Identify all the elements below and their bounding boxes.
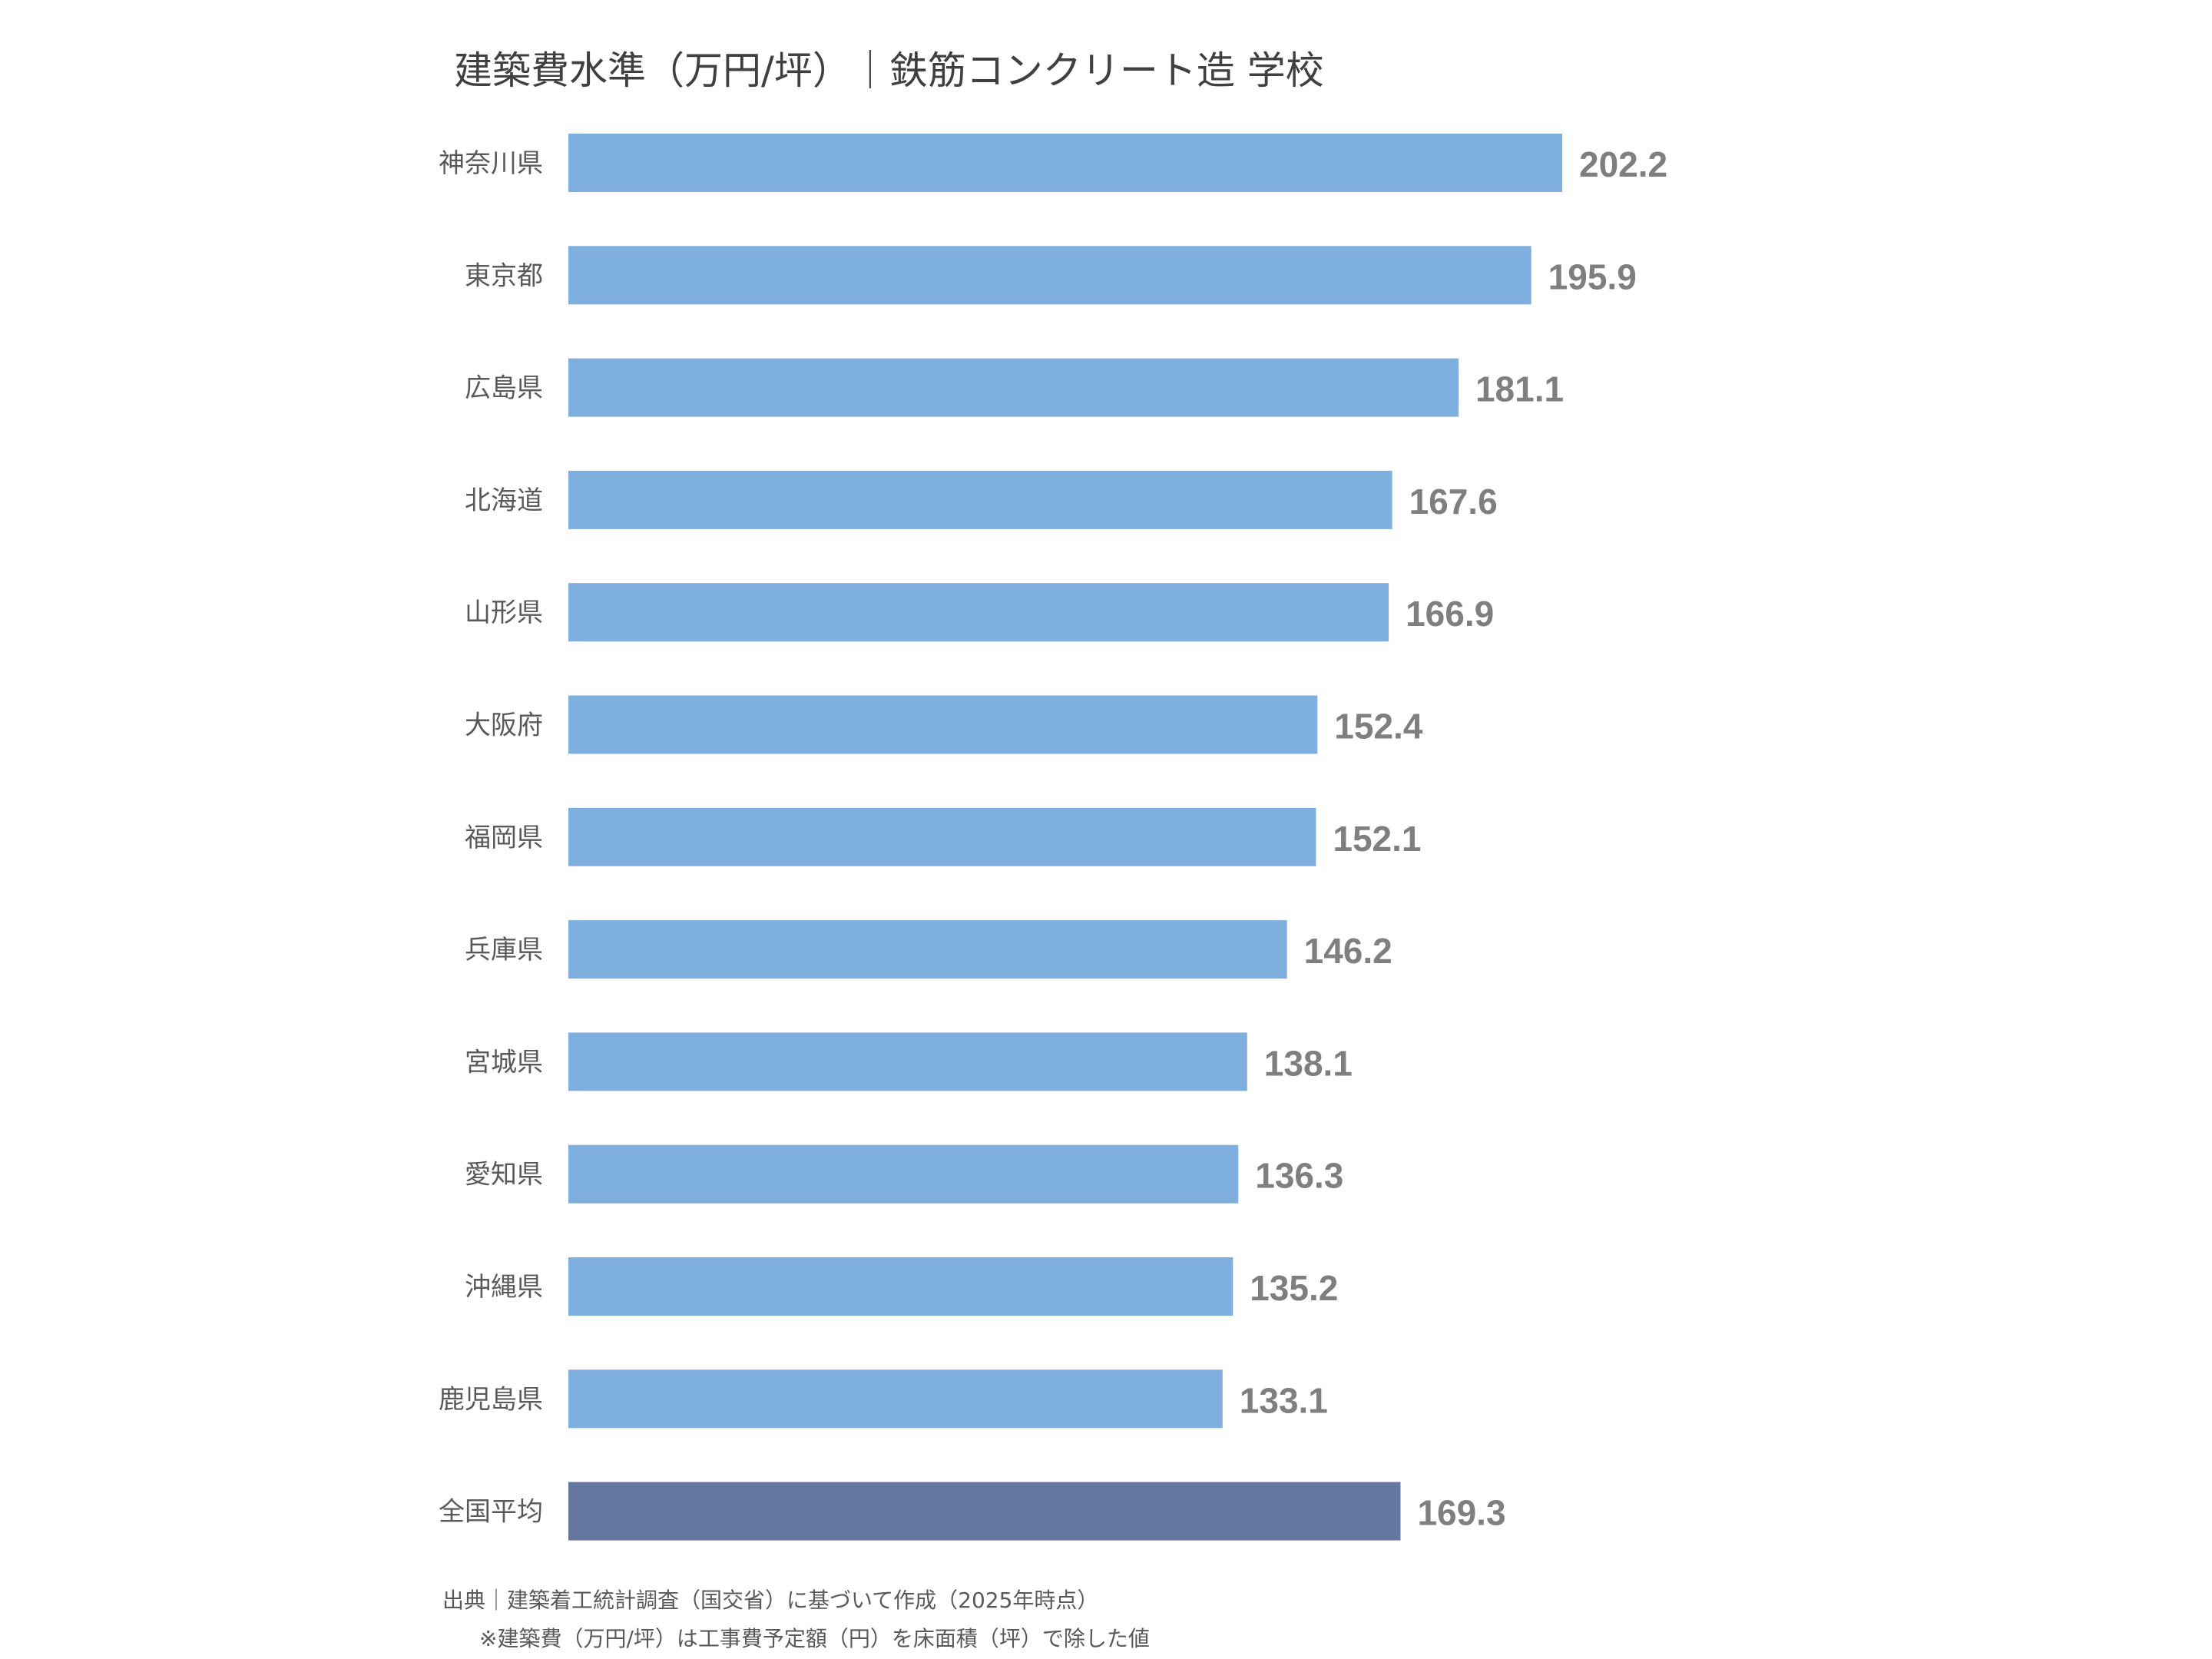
bar	[568, 134, 1562, 192]
category-label: 全国平均	[439, 1497, 543, 1528]
category-label: 広島県	[465, 373, 543, 404]
chart-title: 建築費水準（万円/坪）｜鉄筋コンクリート造 学校	[454, 48, 1324, 93]
bar	[568, 1482, 1401, 1541]
value-label: 152.1	[1333, 819, 1421, 859]
bar	[568, 695, 1318, 754]
bar	[568, 1032, 1247, 1091]
category-label: 神奈川県	[439, 148, 543, 179]
bar	[568, 920, 1287, 979]
value-label: 181.1	[1475, 369, 1564, 409]
category-label: 宮城県	[465, 1047, 543, 1078]
category-label: 山形県	[465, 598, 543, 628]
bar	[568, 1257, 1233, 1316]
category-label: 鹿児島県	[439, 1384, 543, 1415]
value-label: 195.9	[1548, 257, 1637, 296]
value-label: 152.4	[1334, 707, 1423, 747]
bar	[568, 246, 1532, 305]
value-label: 146.2	[1304, 931, 1392, 971]
bar	[568, 470, 1392, 529]
value-label: 133.1	[1240, 1380, 1328, 1420]
value-label: 202.2	[1579, 144, 1667, 184]
category-label: 兵庫県	[465, 935, 543, 965]
category-label: 大阪府	[465, 710, 543, 741]
category-label: 愛知県	[465, 1160, 543, 1190]
category-label: 東京都	[465, 260, 543, 291]
calculation-note: ※建築費（万円/坪）は工事費予定額（円）を床面積（坪）で除した値	[479, 1626, 1150, 1651]
bar	[568, 583, 1389, 642]
bar	[568, 1144, 1239, 1204]
bar	[568, 358, 1459, 417]
value-label: 138.1	[1264, 1043, 1353, 1083]
value-label: 166.9	[1406, 594, 1494, 634]
value-label: 169.3	[1417, 1493, 1505, 1533]
value-label: 136.3	[1255, 1156, 1343, 1196]
source-footnote: 出典｜建築着工統計調査（国交省）に基づいて作成（2025年時点）	[442, 1588, 1099, 1613]
category-label: 沖縄県	[465, 1272, 543, 1303]
category-label: 福岡県	[465, 823, 543, 853]
bar	[568, 1369, 1223, 1429]
category-label: 北海道	[465, 485, 543, 516]
value-label: 135.2	[1250, 1268, 1338, 1308]
bar	[568, 807, 1316, 866]
value-label: 167.6	[1409, 482, 1498, 522]
